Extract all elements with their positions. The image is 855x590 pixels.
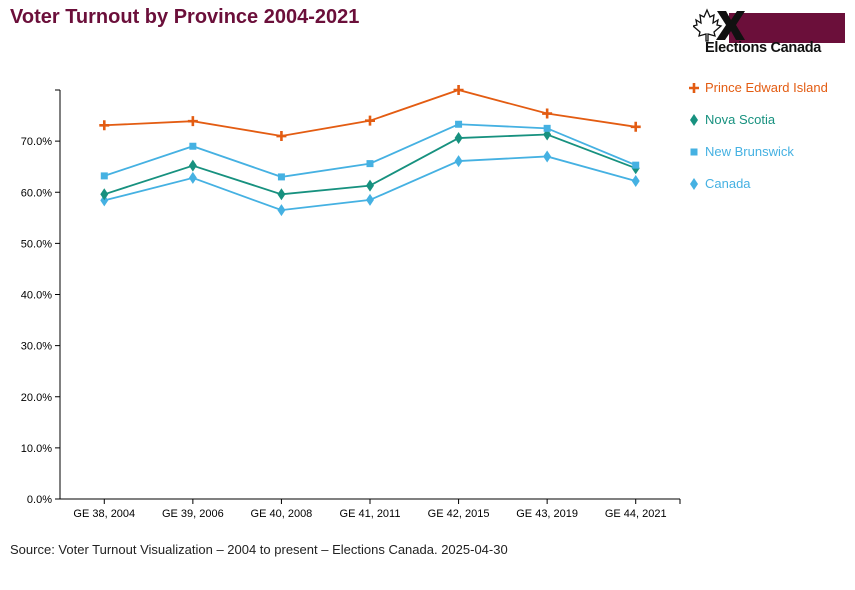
- legend-marker-new-brunswick: [690, 148, 698, 155]
- x-tick-label: GE 39, 2006: [162, 508, 224, 520]
- series-line-prince-edward-island: [104, 89, 636, 137]
- y-tick-label: 60.0%: [21, 187, 52, 199]
- data-point-prince-edward-island: [187, 116, 198, 127]
- data-point-nova-scotia: [100, 188, 109, 201]
- data-point-nova-scotia: [454, 132, 463, 145]
- data-point-new-brunswick: [455, 120, 463, 128]
- data-point-canada: [543, 150, 552, 163]
- legend-item-new-brunswick[interactable]: New Brunswick: [688, 144, 794, 159]
- legend-marker-shape: [690, 113, 698, 126]
- logo-bar: [729, 13, 845, 43]
- y-tick-label: 20.0%: [21, 392, 52, 404]
- data-point-prince-edward-island: [453, 85, 464, 95]
- data-point-canada: [631, 175, 640, 188]
- legend-marker-shape: [690, 148, 698, 155]
- elections-canada-logo: Elections Canada: [693, 8, 845, 58]
- chart-title: Voter Turnout by Province 2004-2021: [10, 6, 360, 28]
- data-point-new-brunswick: [632, 161, 640, 169]
- data-point-new-brunswick: [543, 124, 551, 132]
- series-canada: [100, 150, 640, 217]
- data-point-new-brunswick: [277, 173, 285, 181]
- legend-marker-prince-edward-island: [689, 82, 699, 93]
- y-tick-label: 30.0%: [21, 341, 52, 353]
- data-point-prince-edward-island: [99, 120, 110, 131]
- legend-item-nova-scotia[interactable]: Nova Scotia: [688, 112, 775, 127]
- data-point-canada: [454, 155, 463, 168]
- axes: 0.0% 10.0% 20.0% 30.0% 40.0% 50.0% 60.0% 70.0% G…: [21, 89, 681, 520]
- y-tick-label: 70.0%: [21, 136, 52, 148]
- legend-item-prince-edward-island[interactable]: Prince Edward Island: [688, 80, 828, 95]
- y-tick-label: 0.0%: [27, 494, 52, 506]
- legend-label: Canada: [705, 176, 751, 191]
- logo-text: Elections Canada: [705, 40, 822, 56]
- series-new-brunswick: [100, 120, 640, 181]
- x-tick-label: GE 41, 2011: [340, 508, 401, 520]
- data-point-canada: [366, 193, 374, 206]
- legend-item-canada[interactable]: Canada: [688, 176, 751, 191]
- x-tick-label: GE 43, 2019: [516, 508, 578, 520]
- data-point-prince-edward-island: [365, 115, 375, 126]
- source-note: Source: Voter Turnout Visualization – 20…: [10, 542, 508, 557]
- data-point-prince-edward-island: [276, 131, 287, 142]
- data-point-prince-edward-island: [542, 108, 553, 119]
- data-point-nova-scotia: [277, 188, 286, 201]
- data-point-prince-edward-island: [630, 121, 641, 132]
- legend-label: New Brunswick: [705, 144, 794, 159]
- data-point-nova-scotia: [188, 159, 197, 172]
- legend-label: Prince Edward Island: [705, 80, 828, 95]
- y-tick-label: 40.0%: [21, 290, 52, 302]
- data-point-canada: [188, 171, 197, 184]
- data-point-new-brunswick: [100, 172, 108, 180]
- series-prince-edward-island: [99, 85, 641, 142]
- data-point-new-brunswick: [366, 160, 374, 168]
- y-tick-label: 50.0%: [21, 238, 52, 250]
- x-tick-label: GE 42, 2015: [428, 508, 490, 520]
- legend-marker-nova-scotia: [690, 113, 698, 126]
- x-tick-label: GE 38, 2004: [73, 508, 135, 520]
- data-point-canada: [277, 204, 286, 217]
- data-point-new-brunswick: [189, 142, 197, 150]
- legend-label: Nova Scotia: [705, 112, 776, 127]
- line-chart: 0.0% 10.0% 20.0% 30.0% 40.0% 50.0% 60.0% 70.0% G…: [21, 85, 681, 520]
- series-layer: [99, 85, 641, 217]
- legend-marker-shape: [690, 177, 698, 190]
- maple-leaf-x-icon: [693, 8, 745, 42]
- data-point-nova-scotia: [366, 179, 374, 192]
- legend-marker-shape: [689, 82, 699, 93]
- x-tick-label: GE 44, 2021: [605, 508, 667, 520]
- y-tick-label: 10.0%: [21, 443, 52, 455]
- legend-marker-canada: [690, 177, 698, 190]
- data-point-canada: [100, 194, 109, 207]
- x-tick-label: GE 40, 2008: [251, 508, 313, 520]
